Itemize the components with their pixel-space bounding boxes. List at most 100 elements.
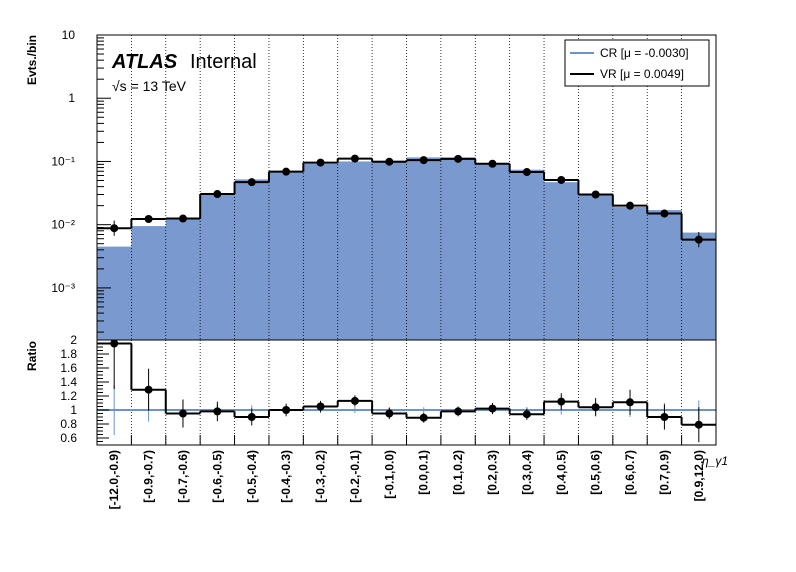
- x-tick-label-9: [0.0,0.1): [417, 450, 431, 495]
- x-tick-label-2: [-0.7,-0.6): [176, 450, 190, 503]
- ratio-point-2: [178, 409, 187, 418]
- ratio-point-1: [144, 385, 153, 394]
- vr-point-17: [694, 235, 703, 244]
- ratio-point-5: [282, 406, 291, 414]
- vr-point-16: [660, 209, 669, 218]
- ratio-point-8: [385, 409, 394, 418]
- cr-bar-0: [97, 246, 132, 340]
- bottom-y-tick-label-4: 1.4: [60, 375, 77, 389]
- ratio-point-13: [557, 397, 566, 406]
- vr-point-9: [419, 156, 428, 165]
- x-tick-label-0: [-12.0,-0.9): [107, 450, 121, 509]
- x-tick-label-1: [-0.9,-0.7): [142, 450, 156, 503]
- cr-bar-8: [372, 160, 407, 340]
- vr-point-13: [557, 175, 566, 184]
- x-tick-label-16: [0.7,0.9): [657, 450, 671, 495]
- vr-point-14: [591, 190, 600, 199]
- ratio-point-3: [213, 407, 222, 416]
- cr-bar-6: [303, 163, 339, 340]
- bottom-y-tick-label-0: 0.6: [60, 431, 77, 445]
- vr-point-1: [144, 214, 153, 223]
- cr-bar-2: [165, 218, 201, 340]
- x-tick-label-7: [-0.2,-0.1): [348, 450, 362, 503]
- atlas-logo-text: ATLAS: [111, 51, 178, 73]
- x-tick-label-5: [-0.4,-0.3): [279, 450, 293, 503]
- bottom-y-axis: 0.60.811.21.41.61.82: [60, 333, 109, 445]
- vr-point-2: [178, 214, 187, 223]
- vr-point-10: [454, 154, 463, 163]
- cr-bar-3: [200, 193, 235, 340]
- vr-point-7: [350, 154, 359, 163]
- legend-cr-label: CR [μ = -0.0030]: [600, 46, 689, 60]
- top-y-tick-label-1: 10⁻²: [51, 218, 75, 232]
- ratio-point-17: [694, 420, 703, 429]
- top-y-axis-title: Evts./bin: [25, 35, 39, 85]
- bottom-y-tick-label-6: 1.8: [60, 347, 77, 361]
- top-y-tick-label-3: 1: [68, 91, 75, 105]
- vr-point-4: [247, 178, 256, 187]
- ratio-point-4: [247, 413, 256, 421]
- ratio-point-7: [350, 396, 359, 405]
- x-tick-label-8: [-0.1,0.0): [382, 450, 396, 499]
- energy-label: √s = 13 TeV: [112, 78, 187, 94]
- x-tick-label-12: [0.3,0.4): [520, 450, 534, 495]
- vr-point-12: [522, 168, 531, 177]
- x-axis: [-12.0,-0.9) [-0.9,-0.7) [-0.7,-0.6) [-0.6,…: [96, 435, 717, 509]
- cr-bar-4: [234, 179, 270, 340]
- ratio-histogram: [97, 339, 716, 443]
- cr-bar-15: [612, 207, 648, 340]
- vr-point-15: [626, 201, 635, 210]
- top-y-axis: 10⁻³ 10⁻² 10⁻¹ 1 10: [51, 28, 111, 333]
- ratio-point-15: [626, 398, 635, 407]
- x-tick-label-10: [0.1,0.2): [451, 450, 465, 495]
- bottom-y-axis-title: Ratio: [25, 341, 39, 371]
- x-tick-label-15: [0.6,0.7): [623, 450, 637, 495]
- x-tick-label-4: [-0.5,-0.4): [245, 450, 259, 503]
- ratio-point-0: [110, 339, 119, 348]
- x-tick-label-17: [0.9,12.0): [692, 450, 706, 501]
- vr-point-8: [385, 157, 394, 166]
- cr-histogram-fill: [97, 157, 717, 340]
- top-y-tick-label-2: 10⁻¹: [51, 154, 75, 168]
- x-tick-label-11: [0.2,0.3): [485, 450, 499, 495]
- bottom-vertical-grid: [130, 340, 683, 445]
- ratio-point-9: [419, 413, 428, 422]
- vr-point-6: [316, 158, 325, 167]
- ratio-point-14: [591, 403, 600, 412]
- vr-point-11: [488, 159, 497, 168]
- ratio-point-16: [660, 413, 669, 421]
- vr-point-3: [213, 190, 222, 199]
- cr-bar-11: [475, 163, 511, 340]
- cr-bar-16: [647, 210, 683, 340]
- top-y-tick-label-4: 10: [62, 28, 76, 42]
- cr-bar-13: [544, 182, 579, 340]
- cr-bar-5: [268, 172, 304, 340]
- cr-bar-17: [681, 232, 717, 340]
- bottom-y-tick-label-7: 2: [70, 333, 77, 347]
- vr-point-0: [110, 224, 119, 233]
- bottom-y-tick-label-5: 1.6: [60, 361, 77, 375]
- cr-bar-12: [509, 169, 545, 340]
- x-tick-label-6: [-0.3,-0.2): [314, 450, 328, 503]
- atlas-internal-label: Internal: [190, 51, 257, 73]
- x-axis-title: η_γ1: [702, 454, 728, 468]
- vr-point-5: [282, 167, 291, 176]
- cr-bar-14: [578, 195, 614, 340]
- bottom-y-tick-label-3: 1.2: [60, 389, 77, 403]
- ratio-point-11: [488, 404, 497, 413]
- cr-bar-10: [440, 157, 476, 340]
- legend-vr-label: VR [μ = 0.0049]: [600, 67, 684, 81]
- vr-histogram: [97, 154, 716, 248]
- legend: CR [μ = -0.0030] VR [μ = 0.0049]: [564, 39, 710, 87]
- bottom-y-tick-label-1: 0.8: [60, 417, 77, 431]
- cr-bar-7: [337, 161, 373, 340]
- x-tick-label-13: [0.4,0.5): [554, 450, 568, 495]
- cr-bar-9: [406, 157, 442, 340]
- x-tick-label-3: [-0.6,-0.5): [210, 450, 224, 503]
- ratio-point-10: [454, 407, 463, 416]
- ratio-point-6: [316, 402, 325, 411]
- top-y-tick-label-0: 10⁻³: [51, 281, 75, 295]
- x-tick-label-14: [0.5,0.6): [589, 450, 603, 495]
- ratio-point-12: [522, 410, 531, 419]
